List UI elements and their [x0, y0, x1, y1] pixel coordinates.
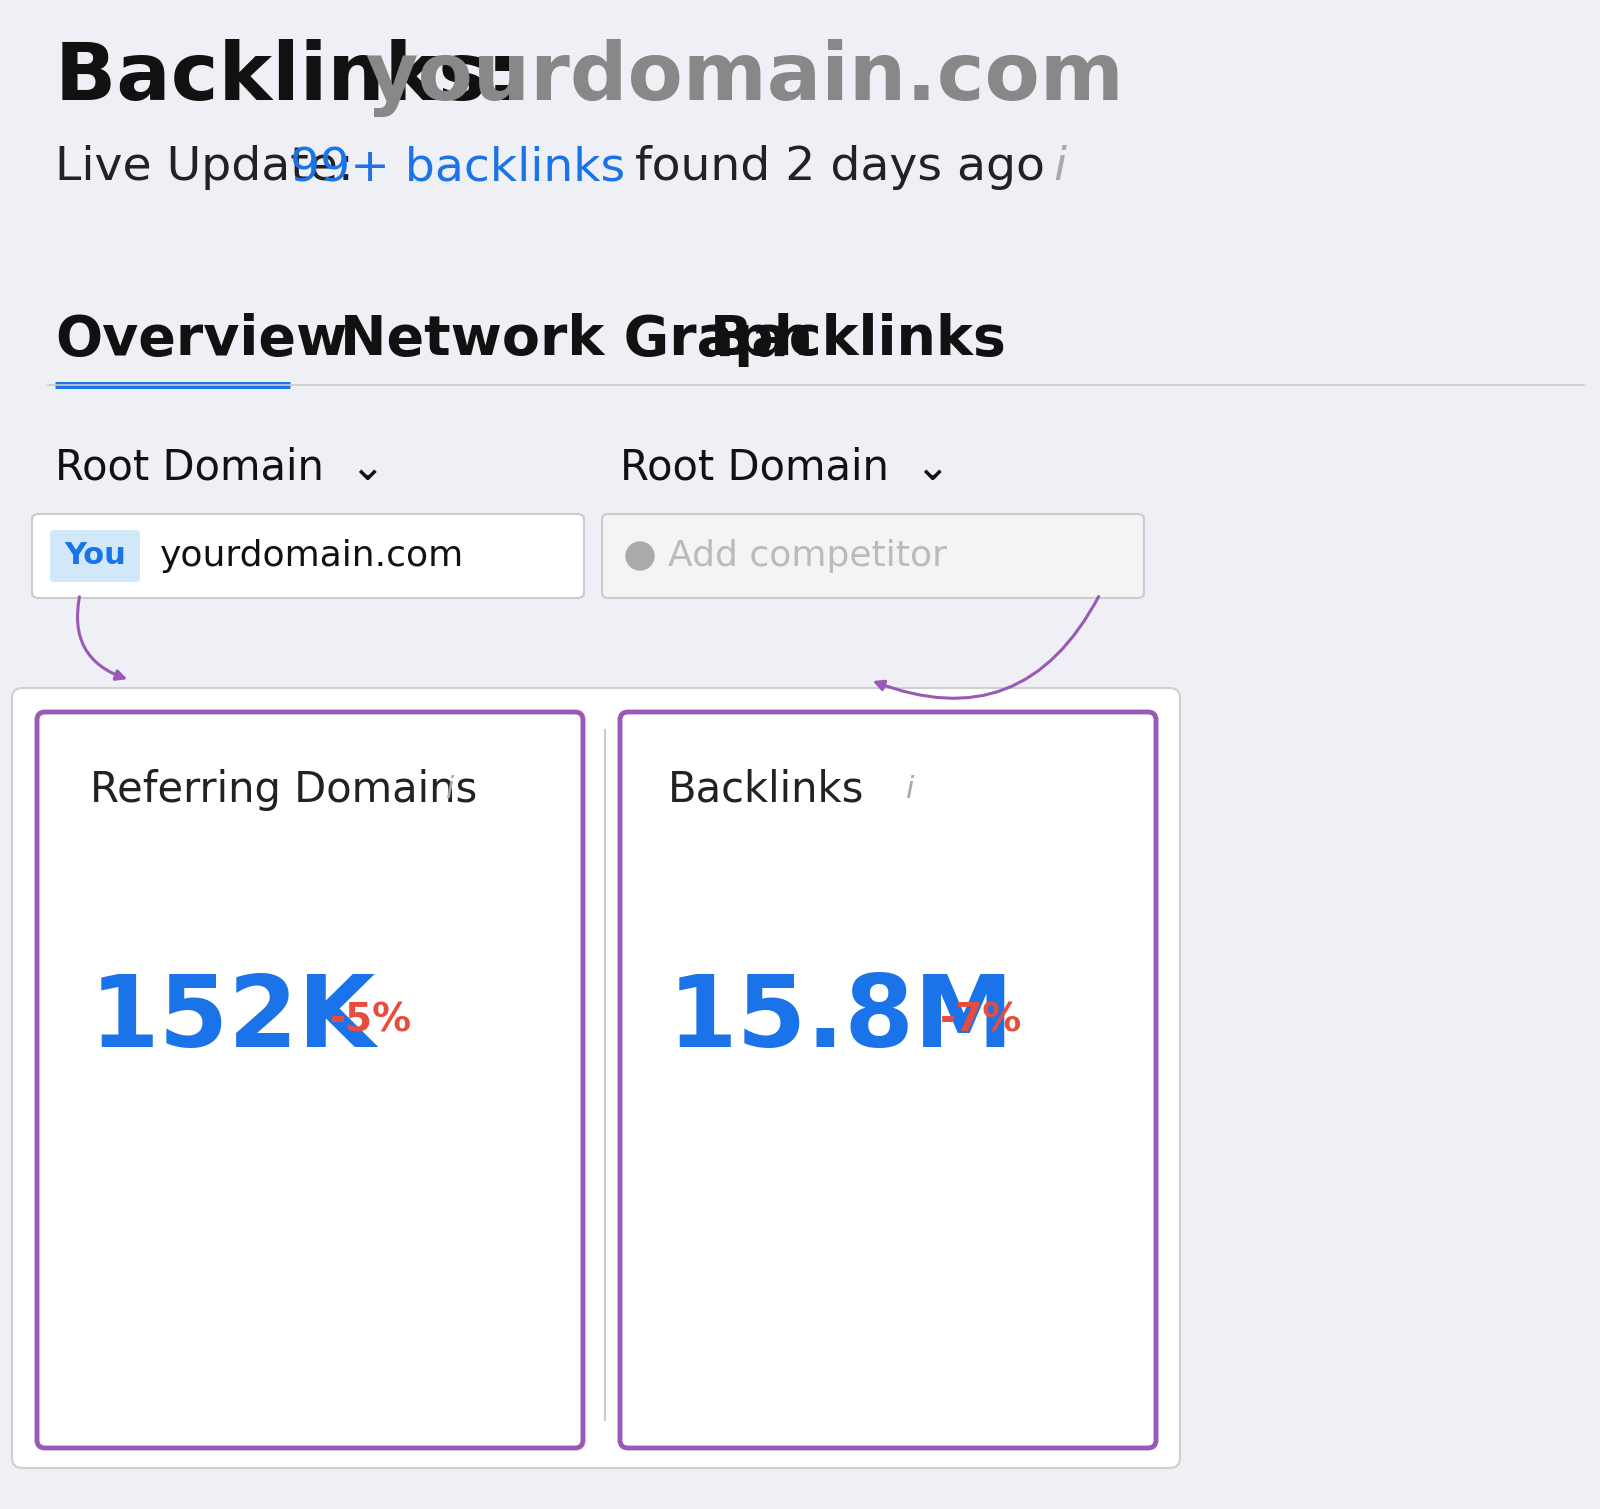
- Text: Network Graph: Network Graph: [339, 312, 813, 367]
- Text: 15.8M: 15.8M: [669, 972, 1014, 1068]
- Text: -7%: -7%: [941, 1000, 1022, 1040]
- Text: -5%: -5%: [330, 1000, 413, 1040]
- Text: i: i: [1053, 145, 1067, 190]
- FancyBboxPatch shape: [602, 515, 1144, 598]
- Text: Backlinks:: Backlinks:: [54, 39, 547, 118]
- Text: Root Domain  ⌄: Root Domain ⌄: [621, 447, 950, 489]
- Text: 99+ backlinks: 99+ backlinks: [290, 145, 626, 190]
- Text: yourdomain.com: yourdomain.com: [365, 39, 1123, 118]
- Text: i: i: [906, 776, 914, 804]
- Text: You: You: [64, 542, 126, 570]
- Text: yourdomain.com: yourdomain.com: [160, 539, 464, 573]
- FancyBboxPatch shape: [13, 688, 1181, 1468]
- Text: 152K: 152K: [90, 972, 376, 1068]
- FancyBboxPatch shape: [32, 515, 584, 598]
- FancyBboxPatch shape: [621, 712, 1155, 1449]
- FancyBboxPatch shape: [50, 530, 141, 582]
- Text: found 2 days ago: found 2 days ago: [621, 145, 1045, 190]
- Text: Backlinks: Backlinks: [669, 770, 864, 810]
- FancyBboxPatch shape: [37, 712, 582, 1449]
- Text: Live Update:: Live Update:: [54, 145, 368, 190]
- Text: Referring Domains: Referring Domains: [90, 770, 477, 810]
- Text: i: i: [446, 776, 454, 804]
- Text: Backlinks: Backlinks: [710, 312, 1006, 367]
- Text: Root Domain  ⌄: Root Domain ⌄: [54, 447, 386, 489]
- Text: Overview: Overview: [54, 312, 347, 367]
- Text: Add competitor: Add competitor: [669, 539, 947, 573]
- Circle shape: [626, 542, 654, 570]
